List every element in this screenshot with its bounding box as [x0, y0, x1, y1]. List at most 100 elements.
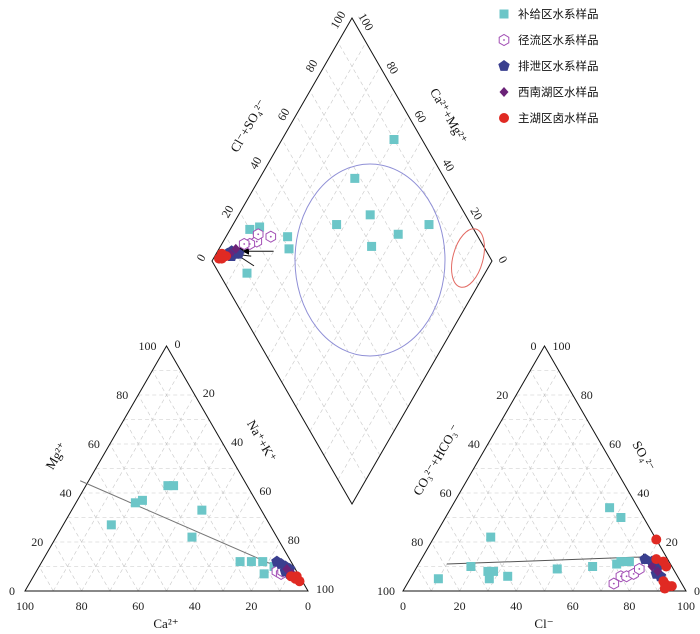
recharge-zone-ellipse — [294, 163, 446, 357]
anion-point-recharge — [588, 562, 598, 571]
diamond-point-recharge — [332, 220, 342, 230]
anion-point-recharge — [489, 566, 499, 576]
cation-left-tick: 80 — [116, 388, 128, 402]
diamond-point-recharge — [255, 222, 265, 232]
anion-triangle-grid-line — [600, 517, 644, 592]
cation-right-tick: 20 — [203, 386, 215, 400]
diamond-grid-line — [309, 90, 451, 335]
cation-bottom-tick: 80 — [76, 599, 88, 613]
anion-point-recharge — [486, 532, 496, 542]
anion-point-runoff-dot — [612, 582, 615, 585]
cation-left-tick: 0 — [9, 584, 15, 598]
point-layer — [106, 135, 677, 594]
cation-left-tick: 100 — [139, 339, 157, 353]
cation-triangle-grid-line — [109, 419, 210, 592]
cation-left-tick: 40 — [60, 486, 72, 500]
anion-point-zhuhu — [661, 561, 672, 572]
grid-layer — [38, 42, 673, 592]
anion-right-tick: 100 — [553, 339, 571, 353]
anion-point-runoff-dot — [625, 575, 628, 578]
cation-point-recharge — [187, 532, 197, 542]
diamond-left-tick: 40 — [246, 154, 264, 171]
anion-right-tick: 40 — [637, 486, 649, 500]
cation-point-recharge — [235, 557, 245, 567]
legend-label-recharge: 补给区水系样品 — [518, 7, 599, 21]
cation-trend-arrow — [79, 480, 278, 568]
diamond-left-tick: 80 — [302, 57, 320, 74]
legend-marker-xinanhu — [499, 87, 509, 97]
cation-triangle-grid-line — [53, 370, 181, 592]
cation-right-tick: 40 — [231, 435, 243, 449]
cation-triangle-grid-line — [222, 517, 266, 592]
cation-left-title: Mg²⁺ — [42, 440, 69, 472]
cation-triangle-grid-line — [137, 394, 252, 592]
diamond-point-zhuhu — [214, 253, 224, 264]
cation-triangle-grid-line — [166, 468, 238, 592]
diamond-point-runoff-dot — [257, 233, 260, 236]
cation-point-recharge — [246, 557, 256, 567]
diamond-left-tick: 100 — [327, 9, 348, 32]
cation-triangle-grid-line — [67, 517, 111, 592]
cation-bottom-tick: 100 — [16, 599, 34, 613]
anion-point-xinanhu — [647, 561, 657, 572]
anion-left-title: CO₃²⁻+HCO₃⁻ — [410, 422, 463, 498]
anion-bottom-tick: 100 — [677, 599, 695, 613]
cation-point-recharge — [106, 520, 116, 530]
anion-triangle-grid-line — [431, 541, 460, 592]
anion-point-recharge — [616, 557, 626, 567]
anion-triangle-frame — [402, 345, 687, 592]
anion-bottom-tick: 0 — [400, 599, 406, 613]
cation-point-xinanhu — [282, 563, 292, 574]
diamond-point-recharge — [365, 210, 375, 220]
anion-left-tick: 60 — [440, 486, 452, 500]
diamond-point-runoff-dot — [255, 240, 258, 243]
anion-point-recharge — [552, 564, 562, 574]
anion-point-zhuhu — [651, 534, 662, 545]
cation-triangle-grid-line — [81, 492, 139, 592]
cation-point-recharge — [258, 557, 268, 567]
anion-point-runoff-dot — [638, 568, 641, 570]
cation-triangle-grid-line — [53, 541, 82, 592]
legend-marker-recharge — [499, 9, 509, 19]
diamond-left-tick: 60 — [274, 106, 292, 123]
cation-triangle-grid-line — [38, 566, 54, 592]
diamond-right-tick: 60 — [411, 108, 429, 125]
cation-point-recharge — [197, 505, 207, 515]
cation-bottom-tick: 0 — [305, 599, 311, 613]
overlay-layer — [79, 163, 650, 568]
anion-point-recharge — [616, 513, 626, 522]
anion-point-recharge — [483, 566, 493, 576]
diamond-grid-line — [295, 115, 437, 359]
cation-left-tick: 60 — [88, 437, 100, 451]
legend-label-zhuhu: 主湖区卤水样品 — [518, 111, 599, 125]
diamond-point-recharge — [389, 135, 399, 144]
anion-bottom-title: Cl⁻ — [534, 616, 553, 631]
diamond-point-recharge — [242, 268, 252, 278]
anion-right-tick: 20 — [666, 535, 678, 549]
anion-point-recharge — [503, 571, 513, 581]
anion-left-tick: 20 — [496, 388, 508, 402]
diamond-grid-line — [267, 115, 409, 359]
anion-triangle-grid-line — [431, 370, 559, 592]
diamond-left-title: Cl⁻+SO₄²⁻ — [227, 97, 269, 155]
anion-right-title: SO₄²⁻ — [629, 438, 658, 473]
cation-bottom-tick: 60 — [132, 599, 144, 613]
diamond-grid-line — [281, 139, 423, 383]
anion-triangle-grid-line — [473, 468, 545, 592]
diamond-right-tick: 80 — [383, 59, 401, 76]
cation-point-recharge — [130, 498, 140, 508]
cation-bottom-tick: 20 — [245, 599, 257, 613]
cation-point-zhuhu — [286, 571, 297, 582]
diamond-point-recharge — [284, 244, 294, 254]
diamond-grid-line — [337, 42, 479, 286]
diamond-left-tick: 20 — [218, 203, 236, 220]
diamond-point-runoff-dot — [243, 243, 246, 245]
anion-triangle-grid-line — [445, 517, 489, 592]
cation-triangle-grid-line — [152, 370, 280, 592]
legend-marker-discharge — [498, 60, 510, 71]
legend-label-xinanhu: 西南湖区水样品 — [518, 85, 599, 99]
cation-point-recharge — [169, 481, 179, 491]
anion-triangle-grid-line — [530, 370, 658, 592]
